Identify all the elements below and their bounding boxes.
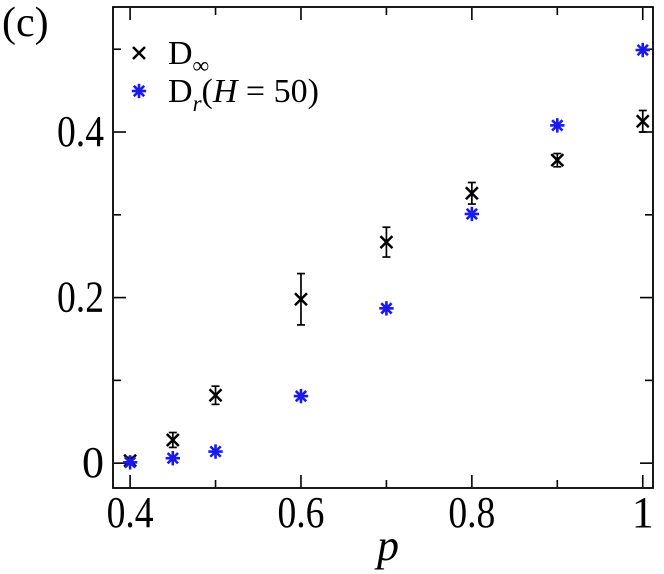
x-tick-label: 0.6 <box>277 488 324 537</box>
asterisk-data-marker <box>123 456 137 469</box>
data-points <box>122 42 650 470</box>
asterisk-data-marker <box>465 207 478 221</box>
legend-subscript: r <box>193 91 203 116</box>
figure-panel-label: (c) <box>2 0 49 46</box>
y-tick-label: 0.2 <box>57 273 104 322</box>
x-tick-label: 0.8 <box>448 488 495 537</box>
legend-value-text: = 50) <box>237 73 319 110</box>
x-data-marker <box>379 235 394 250</box>
y-tick-label: 0.4 <box>57 107 104 156</box>
asterisk-data-marker <box>166 452 179 465</box>
axis-ticks <box>114 8 652 487</box>
plot-frame <box>112 6 654 489</box>
legend-subscript: ∞ <box>193 53 209 78</box>
x-data-marker <box>165 433 180 447</box>
legend-base-text: D <box>168 73 193 110</box>
x-data-marker <box>550 153 565 168</box>
legend-paren-open: ( <box>202 73 213 110</box>
legend-asterisk-marker <box>132 84 146 98</box>
legend-markers <box>131 46 147 99</box>
asterisk-data-marker <box>636 43 649 57</box>
legend-x-marker <box>132 46 146 60</box>
x-tick-label: 0.4 <box>107 488 154 537</box>
x-axis-label: p <box>374 521 399 570</box>
legend-label-d-r: Dr(H = 50) <box>168 73 319 116</box>
x-data-marker <box>464 186 479 201</box>
asterisk-data-marker <box>380 302 393 315</box>
asterisk-data-marker <box>294 390 308 403</box>
x-data-marker <box>294 292 308 307</box>
legend-base-text: D <box>168 35 193 72</box>
x-tick-label: 1 <box>632 488 654 537</box>
legend-label-d-infinity: D∞ <box>168 35 209 78</box>
asterisk-data-marker <box>551 119 564 132</box>
legend-variable-h: H <box>212 73 240 110</box>
x-data-marker <box>208 388 223 403</box>
axis-tick-labels: 0.4 0.6 0.8 1 0 0.2 0.4 <box>57 107 654 537</box>
x-data-marker <box>635 114 650 129</box>
asterisk-data-marker <box>209 445 222 458</box>
y-tick-label: 0 <box>82 438 104 487</box>
